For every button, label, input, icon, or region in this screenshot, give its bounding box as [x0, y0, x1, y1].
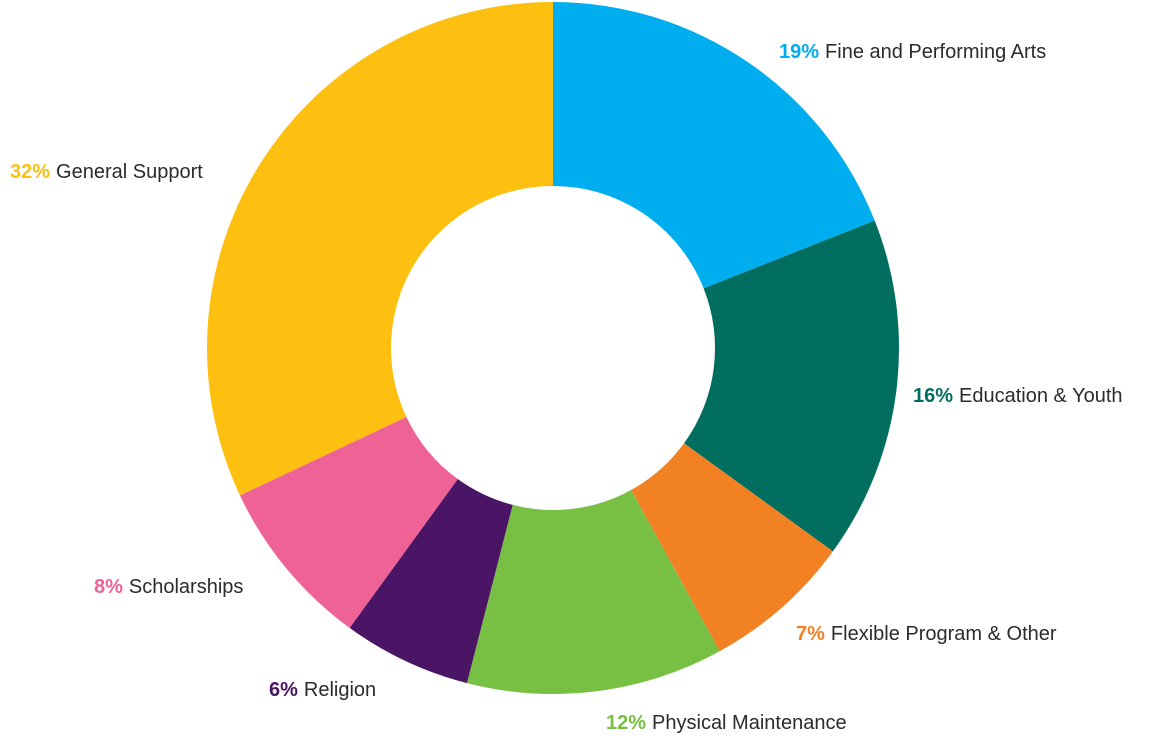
- slice-label-fine-and-performing-arts: 19% Fine and Performing Arts: [779, 40, 1046, 64]
- slice-religion: [349, 479, 513, 684]
- slice-percent: 32%: [10, 161, 51, 183]
- slice-label-religion: 6% Religion: [269, 678, 376, 702]
- slice-name: General Support: [56, 161, 203, 183]
- slice-name: Scholarships: [128, 576, 244, 598]
- slice-name: Physical Maintenance: [652, 712, 847, 734]
- slice-label-physical-maintenance: 12% Physical Maintenance: [606, 711, 847, 735]
- slice-name: Fine and Performing Arts: [825, 41, 1047, 63]
- slice-name: Religion: [303, 679, 377, 701]
- slice-label-scholarships: 8% Scholarships: [94, 575, 243, 599]
- slice-education-and-youth: [684, 220, 899, 552]
- slice-fine-and-performing-arts: [553, 2, 875, 289]
- slice-percent: 12%: [606, 712, 647, 734]
- slice-percent: 6%: [269, 679, 298, 701]
- slice-percent: 16%: [913, 385, 954, 407]
- slice-percent: 19%: [779, 41, 820, 63]
- slice-label-education-and-youth: 16% Education & Youth: [913, 384, 1123, 408]
- slice-percent: 7%: [796, 623, 825, 645]
- slice-name: Flexible Program & Other: [830, 623, 1057, 645]
- slice-label-flexible-program-and-other: 7% Flexible Program & Other: [796, 622, 1057, 646]
- slice-label-general-support: 32% General Support: [10, 160, 203, 184]
- slice-flexible-program-and-other: [631, 443, 833, 652]
- slice-name: Education & Youth: [959, 385, 1123, 407]
- slice-scholarships: [239, 416, 458, 628]
- slice-physical-maintenance: [466, 489, 720, 694]
- slice-percent: 8%: [94, 576, 123, 598]
- chart-slices: [206, 2, 899, 694]
- slice-general-support: [206, 2, 553, 496]
